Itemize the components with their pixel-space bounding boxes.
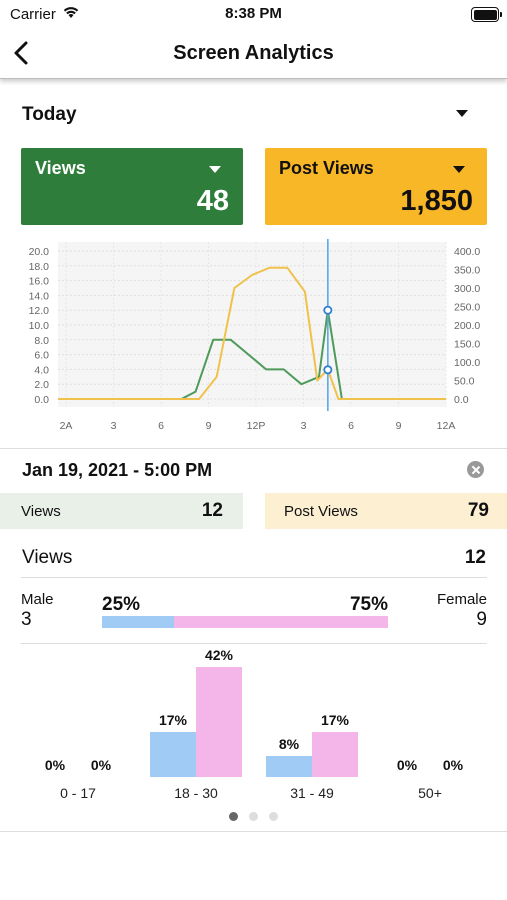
divider (0, 448, 507, 449)
x-tick-label: 12A (437, 420, 456, 432)
views-card-label: Views (35, 158, 86, 178)
page-indicator-dot[interactable] (229, 812, 238, 821)
views-line-chart[interactable]: 20.0 18.0 16.0 14.0 12.0 10.0 8.0 6.0 4.0 2.0 0.0 4… (0, 232, 507, 437)
age-bar-male-label: 0% (44, 757, 66, 773)
chevron-down-icon[interactable] (209, 166, 221, 173)
female-label: Female (436, 591, 487, 608)
gender-ratio-bar (102, 616, 388, 628)
y-right-tick-label: 0.0 (454, 394, 469, 406)
divider (0, 831, 507, 832)
y-right-tick-label: 400.0 (454, 246, 480, 258)
female-percent: 75% (349, 594, 388, 615)
age-bar-male (266, 756, 312, 777)
y-left-tick-label: 8.0 (34, 335, 49, 347)
x-tick-label: 6 (348, 420, 354, 432)
age-category-label: 18 - 30 (174, 785, 218, 801)
divider (21, 577, 487, 578)
page-indicator-dot[interactable] (269, 812, 278, 821)
x-tick-label: 3 (301, 420, 307, 432)
selected-post-views-label: Post Views (284, 503, 358, 520)
y-left-tick-label: 18.0 (29, 261, 50, 273)
y-left-tick-label: 4.0 (34, 364, 49, 376)
chevron-left-icon[interactable] (10, 38, 38, 68)
post-views-card[interactable]: Post Views 1,850 (265, 148, 487, 225)
y-right-tick-label: 350.0 (454, 265, 480, 277)
y-right-tick-label: 200.0 (454, 320, 480, 332)
post-views-card-value: 1,850 (400, 185, 473, 217)
age-bar-female-label: 42% (204, 647, 234, 663)
y-left-tick-label: 14.0 (29, 290, 50, 302)
y-right-tick-label: 100.0 (454, 357, 480, 369)
age-distribution-chart[interactable]: 0% 0% 0 - 17 17% 42% 18 - 30 8% 17% 31 - 49 0% 0% 5… (0, 645, 507, 805)
male-count: 3 (21, 609, 32, 630)
x-tick-label: 9 (206, 420, 212, 432)
y-left-tick-label: 10.0 (29, 320, 50, 332)
age-category-label: 0 - 17 (60, 785, 96, 801)
chevron-down-icon[interactable] (453, 166, 465, 173)
chevron-down-icon[interactable] (456, 110, 468, 117)
age-bar-male (150, 732, 196, 777)
selected-views-value: 12 (201, 500, 223, 521)
y-left-tick-label: 16.0 (29, 276, 50, 288)
age-bar-female-label: 0% (90, 757, 112, 773)
views-card[interactable]: Views 48 (21, 148, 243, 225)
y-left-tick-label: 12.0 (29, 305, 50, 317)
wifi-icon (63, 7, 79, 18)
y-left-tick-label: 2.0 (34, 379, 49, 391)
status-bar: Carrier 8:38 PM (0, 0, 507, 30)
divider (21, 643, 487, 644)
post-views-card-label: Post Views (279, 158, 374, 178)
y-left-tick-label: 20.0 (29, 246, 50, 258)
gender-section-total: 12 (464, 547, 486, 568)
y-right-tick-label: 300.0 (454, 283, 480, 295)
selection-marker-post-views (323, 365, 333, 375)
battery-icon (471, 7, 502, 22)
y-right-tick-label: 50.0 (454, 376, 475, 388)
age-bar-female-label: 17% (320, 712, 350, 729)
selected-post-views-value: 79 (467, 500, 489, 521)
y-right-tick-label: 150.0 (454, 339, 480, 351)
carrier-label: Carrier (10, 6, 56, 23)
x-tick-label: 9 (396, 420, 402, 432)
x-tick-label: 2A (60, 420, 73, 432)
selected-views-box: Views 12 (0, 493, 243, 529)
male-label: Male (21, 591, 54, 608)
age-bar-male-label: 8% (278, 736, 300, 753)
age-category-label: 50+ (418, 785, 442, 801)
y-right-tick-label: 250.0 (454, 302, 480, 314)
y-left-tick-label: 6.0 (34, 350, 49, 362)
age-bar-male-label: 17% (158, 712, 188, 729)
selected-views-label: Views (21, 503, 61, 520)
x-tick-label: 12P (247, 420, 266, 432)
male-percent: 25% (102, 594, 141, 615)
age-category-label: 31 - 49 (290, 785, 334, 801)
selected-date: Jan 19, 2021 - 5:00 PM (22, 460, 213, 480)
gender-ratio-male-fill (102, 616, 174, 628)
x-tick-label: 3 (111, 420, 117, 432)
selection-marker-views (323, 305, 333, 315)
navigation-bar: Screen Analytics (0, 30, 507, 79)
selected-post-views-box: Post Views 79 (265, 493, 507, 529)
y-left-tick-label: 0.0 (34, 394, 49, 406)
post-views-series-line (58, 266, 446, 400)
views-card-value: 48 (196, 185, 229, 217)
female-count: 9 (476, 609, 487, 630)
close-icon[interactable] (467, 461, 484, 478)
age-bar-female (196, 667, 242, 777)
page-title: Screen Analytics (173, 42, 334, 64)
page-indicator-dot[interactable] (249, 812, 258, 821)
x-tick-label: 6 (158, 420, 164, 432)
age-bar-female (312, 732, 358, 777)
period-selector-label[interactable]: Today (22, 104, 77, 125)
age-bar-female-label: 0% (442, 757, 464, 773)
age-bar-male-label: 0% (396, 757, 418, 773)
gender-section-title: Views (22, 547, 73, 568)
clock: 8:38 PM (225, 5, 282, 22)
